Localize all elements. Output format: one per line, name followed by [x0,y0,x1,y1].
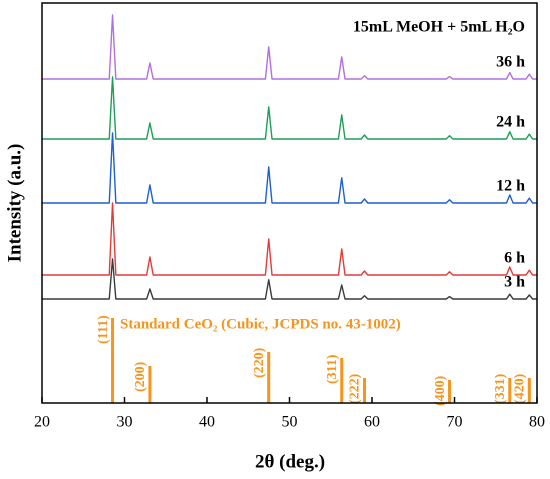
reference-hkl: (200) [133,361,148,392]
series-label: 36 h [496,54,525,71]
reference-hkl: (400) [433,375,448,406]
series-line [42,76,537,140]
x-tick-label: 80 [529,414,545,431]
reference-hkl: (222) [348,373,363,404]
x-tick-label: 30 [117,414,133,431]
x-tick-label: 70 [447,414,463,431]
x-tick-label: 60 [364,414,380,431]
x-tick-label: 50 [282,414,298,431]
series-label: 24 h [496,114,525,131]
chart-title: 15mL MeOH + 5mL H₂O [353,19,525,36]
reference-hkl: (331) [493,373,508,404]
y-axis-label: Intensity (a.u.) [4,144,25,263]
series-label: 3 h [504,274,525,291]
reference-hkl: (220) [252,347,267,378]
reference-hkl: (420) [513,373,528,404]
series-line [42,14,537,80]
series-line [42,202,537,276]
reference-label: Standard CeO₂ (Cubic, JCPDS no. 43-1002) [120,316,401,332]
x-tick-label: 20 [34,414,50,431]
reference-hkl: (111) [96,315,111,344]
series-line [42,132,537,204]
series-line [42,258,537,300]
series-label: 12 h [496,178,525,195]
series-label: 6 h [504,250,525,267]
x-axis-label: 2θ (deg.) [255,451,325,472]
reference-hkl: (311) [325,354,340,384]
x-tick-label: 40 [199,414,215,431]
